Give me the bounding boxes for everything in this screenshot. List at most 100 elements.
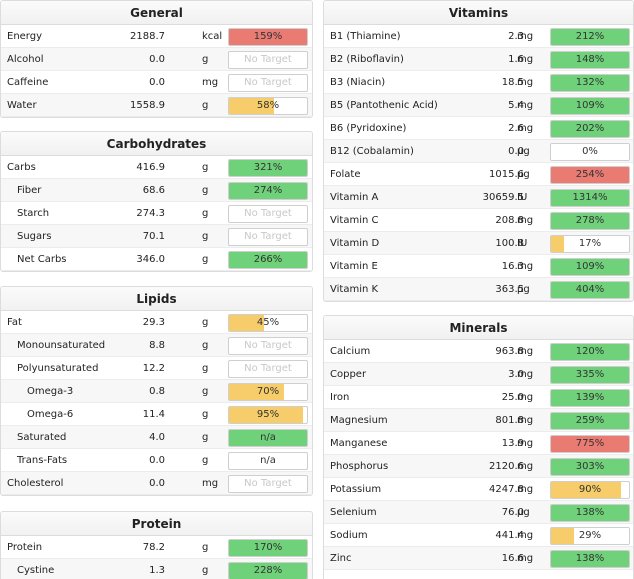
progress-fill xyxy=(551,29,629,45)
nutrient-row[interactable]: B3 (Niacin) 18.5 mg 132% xyxy=(324,71,633,94)
nutrient-amount: 2188.7 xyxy=(130,31,165,42)
progress-fill xyxy=(551,167,629,183)
nutrient-amount: 346.0 xyxy=(136,254,165,265)
nutrient-row[interactable]: Omega-3 0.8 g 70% xyxy=(1,380,312,403)
progress-percent: No Target xyxy=(244,231,292,242)
nutrient-unit: mg xyxy=(517,346,534,357)
target-progress-bar: 138% xyxy=(550,550,630,568)
progress-fill xyxy=(229,252,307,268)
target-progress-bar: 259% xyxy=(550,412,630,430)
nutrient-row[interactable]: Energy 2188.7 kcal 159% xyxy=(1,25,312,48)
nutrient-row[interactable]: Net Carbs 346.0 g 266% xyxy=(1,248,312,271)
nutrient-row[interactable]: Selenium 76.0 µg 138% xyxy=(324,501,633,524)
vitamins-panel: Vitamins B1 (Thiamine) 2.3 mg 212% B2 (Ribof… xyxy=(323,0,634,302)
progress-percent: No Target xyxy=(244,340,292,351)
progress-percent: 138% xyxy=(575,507,605,518)
nutrient-name: Calcium xyxy=(330,346,371,357)
progress-percent: 254% xyxy=(575,169,605,180)
nutrient-amount: 0.8 xyxy=(149,386,165,397)
progress-percent: 170% xyxy=(253,542,283,553)
nutrient-name: B5 (Pantothenic Acid) xyxy=(330,100,438,111)
nutrient-unit: mg xyxy=(517,31,534,42)
nutrient-amount: 1.3 xyxy=(149,565,165,576)
progress-fill xyxy=(551,390,629,406)
nutrient-amount: 16.6 xyxy=(501,553,524,564)
nutrient-row[interactable]: Polyunsaturated 12.2 g No Target xyxy=(1,357,312,380)
minerals-panel: Minerals Calcium 963.8 mg 120% Copper 3.0 mg 33… xyxy=(323,315,634,579)
nutrient-row[interactable]: B5 (Pantothenic Acid) 5.4 mg 109% xyxy=(324,94,633,117)
progress-percent: 1314% xyxy=(572,192,608,203)
nutrient-row[interactable]: Fiber 68.6 g 274% xyxy=(1,179,312,202)
nutrient-unit: IU xyxy=(517,238,528,249)
target-progress-bar: 70% xyxy=(228,383,308,401)
nutrient-row[interactable]: Copper 3.0 mg 335% xyxy=(324,363,633,386)
nutrient-row[interactable]: Protein 78.2 g 170% xyxy=(1,536,312,559)
nutrient-row[interactable]: Carbs 416.9 g 321% xyxy=(1,156,312,179)
nutrient-row[interactable]: B1 (Thiamine) 2.3 mg 212% xyxy=(324,25,633,48)
protein-rows: Protein 78.2 g 170% Cystine 1.3 g 228% xyxy=(1,536,312,579)
target-progress-bar: No Target xyxy=(228,337,308,355)
nutrient-row[interactable]: Saturated 4.0 g n/a xyxy=(1,426,312,449)
nutrient-unit: g xyxy=(202,208,209,219)
nutrient-row[interactable]: B6 (Pyridoxine) 2.6 mg 202% xyxy=(324,117,633,140)
nutrient-amount: 441.4 xyxy=(495,530,524,541)
progress-fill xyxy=(229,315,265,331)
target-progress-bar: n/a xyxy=(228,429,308,447)
nutrient-amount: 13.9 xyxy=(501,438,524,449)
nutrient-row[interactable]: B12 (Cobalamin) 0.0 µg 0% xyxy=(324,140,633,163)
nutrient-row[interactable]: Cystine 1.3 g 228% xyxy=(1,559,312,579)
nutrient-amount: 29.3 xyxy=(142,317,165,328)
nutrient-name: Energy xyxy=(7,31,43,42)
nutrient-name: B1 (Thiamine) xyxy=(330,31,401,42)
nutrient-name: Monounsaturated xyxy=(17,340,106,351)
nutrient-row[interactable]: Folate 1015.6 µg 254% xyxy=(324,163,633,186)
nutrient-unit: g xyxy=(202,542,209,553)
nutrient-row[interactable]: B2 (Riboflavin) 1.6 mg 148% xyxy=(324,48,633,71)
nutrient-amount: 2.6 xyxy=(508,123,524,134)
nutrient-amount: 8.8 xyxy=(149,340,165,351)
progress-percent: 159% xyxy=(253,31,283,42)
nutrient-row[interactable]: Alcohol 0.0 g No Target xyxy=(1,48,312,71)
nutrient-row[interactable]: Vitamin E 16.3 mg 109% xyxy=(324,255,633,278)
nutrient-row[interactable]: Cholesterol 0.0 mg No Target xyxy=(1,472,312,495)
minerals-title: Minerals xyxy=(324,316,633,340)
progress-percent: 139% xyxy=(575,392,605,403)
nutrient-row[interactable]: Omega-6 11.4 g 95% xyxy=(1,403,312,426)
nutrient-row[interactable]: Vitamin C 208.8 mg 278% xyxy=(324,209,633,232)
progress-percent: 45% xyxy=(256,317,280,328)
target-progress-bar: 109% xyxy=(550,97,630,115)
nutrient-row[interactable]: Fat 29.3 g 45% xyxy=(1,311,312,334)
progress-fill xyxy=(229,29,307,45)
nutrient-amount: 16.3 xyxy=(501,261,524,272)
nutrient-row[interactable]: Sodium 441.4 mg 29% xyxy=(324,524,633,547)
nutrient-row[interactable]: Caffeine 0.0 mg No Target xyxy=(1,71,312,94)
nutrient-row[interactable]: Vitamin D 100.8 IU 17% xyxy=(324,232,633,255)
nutrient-row[interactable]: Calcium 963.8 mg 120% xyxy=(324,340,633,363)
nutrient-row[interactable]: Sugars 70.1 g No Target xyxy=(1,225,312,248)
nutrient-row[interactable]: Vitamin K 363.5 µg 404% xyxy=(324,278,633,301)
target-progress-bar: 109% xyxy=(550,258,630,276)
nutrient-amount: 76.0 xyxy=(501,507,524,518)
nutrient-amount: 5.4 xyxy=(508,100,524,111)
nutrient-row[interactable]: Water 1558.9 g 58% xyxy=(1,94,312,117)
general-title: General xyxy=(1,1,312,25)
nutrient-amount: 1558.9 xyxy=(130,100,165,111)
nutrient-row[interactable]: Monounsaturated 8.8 g No Target xyxy=(1,334,312,357)
nutrient-amount: 25.0 xyxy=(501,392,524,403)
nutrient-row[interactable]: Potassium 4247.8 mg 90% xyxy=(324,478,633,501)
nutrient-unit: mg xyxy=(517,415,534,426)
nutrient-row[interactable]: Phosphorus 2120.6 mg 303% xyxy=(324,455,633,478)
nutrient-amount: 0.0 xyxy=(149,455,165,466)
progress-fill xyxy=(551,482,622,498)
target-progress-bar: 202% xyxy=(550,120,630,138)
nutrient-row[interactable]: Iron 25.0 mg 139% xyxy=(324,386,633,409)
progress-fill xyxy=(551,75,629,91)
nutrient-unit: g xyxy=(202,409,209,420)
nutrient-row[interactable]: Manganese 13.9 mg 775% xyxy=(324,432,633,455)
nutrient-row[interactable]: Magnesium 801.8 mg 259% xyxy=(324,409,633,432)
nutrient-row[interactable]: Vitamin A 30659.5 IU 1314% xyxy=(324,186,633,209)
target-progress-bar: No Target xyxy=(228,475,308,493)
nutrient-row[interactable]: Zinc 16.6 mg 138% xyxy=(324,547,633,570)
nutrient-row[interactable]: Trans-Fats 0.0 g n/a xyxy=(1,449,312,472)
nutrient-row[interactable]: Starch 274.3 g No Target xyxy=(1,202,312,225)
